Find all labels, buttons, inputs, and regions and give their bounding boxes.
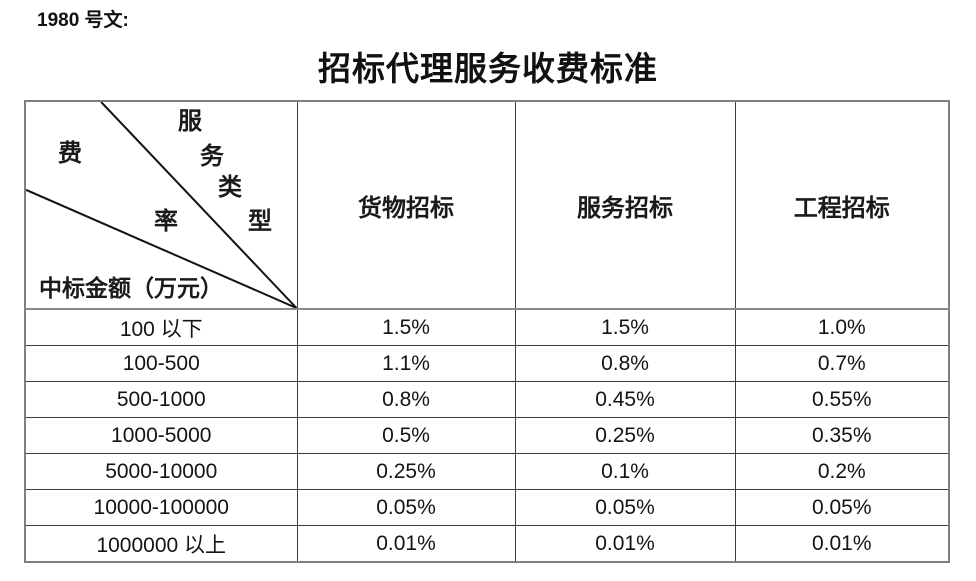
rate-cell-goods: 1.1% — [296, 345, 516, 382]
amount-range-cell: 100-500 — [24, 345, 298, 382]
amount-range-cell: 1000-5000 — [24, 417, 298, 454]
diagonal-header-cell: 费 率 服 务 类 型 中标金额（万元） — [24, 100, 298, 310]
rate-cell-service: 0.05% — [514, 489, 736, 526]
table-row: 100-500 1.1% 0.8% 0.7% — [24, 345, 950, 382]
table-row: 1000-5000 0.5% 0.25% 0.35% — [24, 417, 950, 454]
rate-cell-engineering: 0.7% — [734, 345, 950, 382]
page-title: 招标代理服务收费标准 — [318, 52, 658, 88]
rate-cell-engineering: 0.2% — [734, 453, 950, 490]
column-header-engineering-bidding: 工程招标 — [734, 100, 950, 310]
diagonal-label-type-char-4: 型 — [248, 209, 272, 235]
column-header-service-bidding: 服务招标 — [514, 100, 736, 310]
rate-cell-goods: 0.5% — [296, 417, 516, 454]
rate-cell-engineering: 0.01% — [734, 525, 950, 563]
rate-cell-goods: 1.5% — [296, 308, 516, 346]
diagonal-label-type-char-3: 类 — [218, 175, 242, 201]
header-row: 费 率 服 务 类 型 中标金额（万元） 货物招标 服务招标 工程招标 — [24, 100, 950, 310]
diagonal-label-type-char-2: 务 — [200, 144, 224, 170]
rate-cell-goods: 0.05% — [296, 489, 516, 526]
amount-range-cell: 1000000 以上 — [24, 525, 298, 563]
rate-cell-goods: 0.01% — [296, 525, 516, 563]
amount-range-cell: 100 以下 — [24, 308, 298, 346]
table-row: 1000000 以上 0.01% 0.01% 0.01% — [24, 525, 950, 563]
rate-cell-goods: 0.25% — [296, 453, 516, 490]
amount-range-cell: 500-1000 — [24, 381, 298, 418]
diagonal-label-amount: 中标金额（万元） — [39, 276, 223, 302]
rate-cell-service: 0.8% — [514, 345, 736, 382]
table-row: 10000-100000 0.05% 0.05% 0.05% — [24, 489, 950, 526]
amount-range-cell: 5000-10000 — [24, 453, 298, 490]
diagonal-label-fee-char-1: 费 — [58, 141, 82, 167]
rate-cell-engineering: 0.35% — [734, 417, 950, 454]
rate-cell-service: 0.25% — [514, 417, 736, 454]
rate-cell-service: 0.01% — [514, 525, 736, 563]
doc-reference: 1980 号文: — [37, 10, 129, 31]
diagonal-label-fee-char-2: 率 — [154, 209, 178, 235]
rate-cell-engineering: 1.0% — [734, 308, 950, 346]
rate-cell-service: 0.1% — [514, 453, 736, 490]
table-row: 5000-10000 0.25% 0.1% 0.2% — [24, 453, 950, 490]
rate-cell-goods: 0.8% — [296, 381, 516, 418]
rate-cell-engineering: 0.05% — [734, 489, 950, 526]
rate-cell-service: 1.5% — [514, 308, 736, 346]
table-row: 500-1000 0.8% 0.45% 0.55% — [24, 381, 950, 418]
diagonal-lines — [26, 102, 296, 307]
rate-cell-service: 0.45% — [514, 381, 736, 418]
rate-cell-engineering: 0.55% — [734, 381, 950, 418]
amount-range-cell: 10000-100000 — [24, 489, 298, 526]
diagonal-label-type-char-1: 服 — [178, 109, 202, 135]
column-header-goods-bidding: 货物招标 — [296, 100, 516, 310]
table-row: 100 以下 1.5% 1.5% 1.0% — [24, 308, 950, 346]
fee-table: 费 率 服 务 类 型 中标金额（万元） 货物招标 服务招标 工程招标 100 … — [24, 100, 950, 563]
